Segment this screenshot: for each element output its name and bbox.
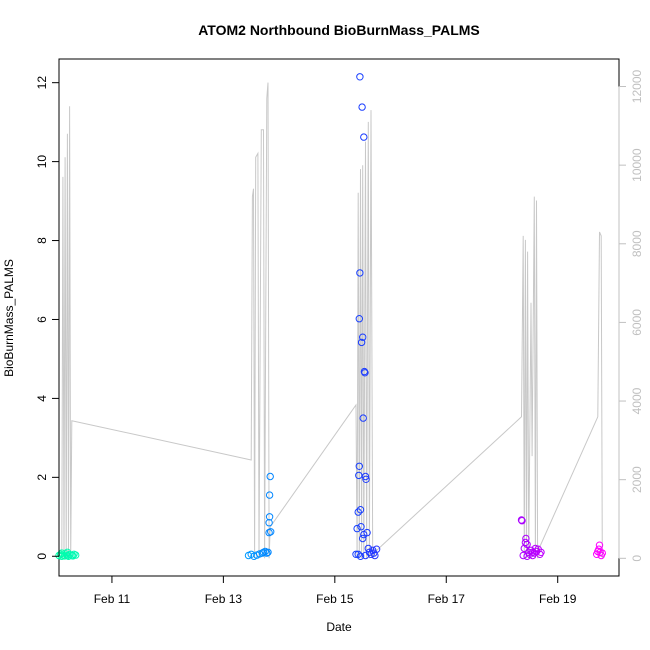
data-point	[361, 551, 370, 560]
data-point	[359, 534, 367, 543]
y2-tick-label: 6000	[630, 309, 644, 336]
data-point	[523, 540, 531, 549]
x-tick-label: Feb 17	[428, 592, 466, 606]
y-tick-label: 0	[35, 553, 49, 560]
series-points	[55, 73, 606, 560]
y-tick-label: 12	[35, 76, 49, 90]
data-point	[263, 549, 271, 557]
data-point	[518, 517, 526, 525]
y-tick-label: 10	[35, 155, 49, 169]
data-point	[267, 528, 275, 536]
x-tick-label: Feb 13	[205, 592, 243, 606]
y2-tick-label: 0	[630, 555, 644, 562]
data-point	[357, 523, 365, 531]
x-tick-label: Feb 15	[316, 592, 354, 606]
x-axis: Feb 11 Feb 13 Feb 15 Feb 17 Feb 19	[94, 575, 577, 606]
data-point	[355, 315, 363, 323]
data-point	[357, 338, 366, 347]
data-point	[363, 528, 371, 537]
y2-tick-label: 8000	[630, 230, 644, 257]
y-tick-label: 6	[35, 316, 49, 323]
data-point	[359, 414, 367, 422]
data-point	[362, 475, 370, 483]
data-point	[521, 538, 530, 547]
data-point	[264, 548, 272, 556]
data-point	[355, 462, 363, 470]
chart-title: ATOM2 Northbound BioBurnMass_PALMS	[198, 22, 480, 38]
data-point	[352, 550, 360, 558]
data-point	[353, 524, 361, 533]
data-point	[265, 513, 274, 521]
data-point	[595, 541, 604, 549]
y-tick-label: 2	[35, 474, 49, 481]
data-point	[265, 491, 274, 499]
data-point	[528, 548, 537, 556]
y-tick-label: 4	[35, 395, 49, 402]
data-point	[358, 103, 366, 111]
data-point	[359, 333, 367, 341]
data-point	[354, 508, 362, 516]
x-tick-label: Feb 19	[539, 592, 577, 606]
data-point	[266, 472, 274, 481]
data-point	[72, 551, 80, 559]
data-point	[361, 472, 370, 481]
data-point	[361, 369, 369, 377]
y-axis-left: 0 2 4 6 8 10 12	[35, 76, 60, 560]
data-point	[354, 550, 362, 558]
data-point	[356, 506, 365, 514]
grey-series-line	[61, 82, 603, 559]
y2-tick-label: 12000	[630, 70, 644, 104]
y2-tick-label: 2000	[630, 466, 644, 493]
data-point	[598, 549, 606, 557]
y2-tick-label: 10000	[630, 148, 644, 182]
x-tick-label: Feb 11	[94, 592, 131, 606]
y-axis-label: BioBurnMass_PALMS	[2, 259, 16, 377]
data-point	[523, 552, 531, 560]
y-axis-right: 0 2000 4000 6000 8000 10000 12000	[618, 70, 644, 562]
data-point	[63, 548, 72, 556]
data-point	[537, 548, 545, 556]
data-point	[356, 73, 364, 81]
data-point	[356, 269, 364, 277]
data-point	[364, 544, 372, 553]
data-point	[360, 133, 368, 141]
x-axis-label: Date	[326, 620, 352, 634]
y-tick-label: 8	[35, 237, 49, 244]
series-grey-line	[61, 82, 603, 559]
y2-tick-label: 4000	[630, 387, 644, 414]
data-point	[372, 545, 381, 553]
data-point	[356, 552, 365, 560]
